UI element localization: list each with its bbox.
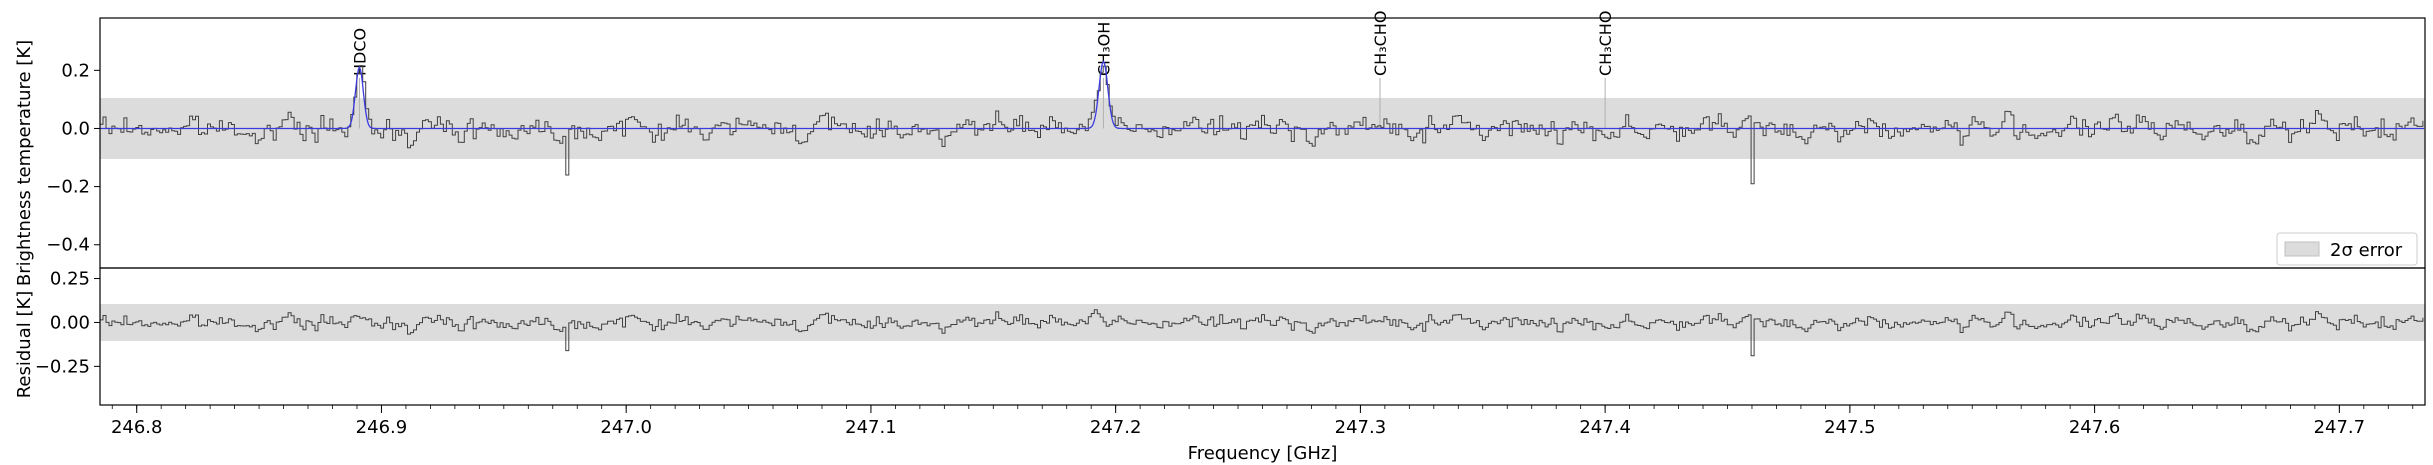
- residual-panel: 0.25 0.00 −0.25 246.8 246.9 247.0 247.1 247.2 24…: [35, 267, 2426, 438]
- spectrum-y-axis-label: Brightness temperature [K]: [14, 40, 35, 286]
- line-label-0: HDCO: [350, 28, 369, 76]
- xtick-label-6: 247.4: [1579, 417, 1631, 438]
- legend-swatch: [2284, 241, 2320, 257]
- line-label-2: CH₃CHO: [1371, 11, 1390, 76]
- residual-y-axis-label: Residual [K]: [14, 291, 35, 399]
- xtick-label-8: 247.6: [2069, 417, 2121, 438]
- xtick-label-3: 247.1: [845, 417, 897, 438]
- spectrum-ytick-label-0: 0.2: [61, 60, 90, 81]
- spectrum-ytick-label-3: −0.4: [46, 235, 90, 256]
- observed-spectrum-line: [100, 65, 2424, 185]
- legend: 2σ error: [2276, 232, 2418, 266]
- spectrum-ytick-label-2: −0.2: [46, 177, 90, 198]
- line-label-1: CH₃OH: [1094, 22, 1113, 76]
- residual-ytick-label-2: −0.25: [35, 356, 90, 377]
- xtick-label-4: 247.2: [1090, 417, 1142, 438]
- residual-ytick-label-0: 0.25: [50, 269, 90, 290]
- model-line: [100, 60, 2424, 130]
- legend-label: 2σ error: [2330, 240, 2403, 261]
- residual-line: [100, 309, 2424, 357]
- line-label-3: CH₃CHO: [1596, 11, 1615, 76]
- xtick-label-1: 246.9: [356, 417, 408, 438]
- spectrum-panel: HDCO CH₃OH CH₃CHO CH₃CHO 0.2 0.0 −0.2 −0.4: [46, 11, 2426, 269]
- xtick-label-7: 247.5: [1824, 417, 1876, 438]
- frequency-x-axis-label: Frequency [GHz]: [1188, 443, 1338, 464]
- xtick-label-9: 247.7: [2314, 417, 2366, 438]
- residual-ytick-label-1: 0.00: [50, 312, 90, 333]
- legend-frame: [2276, 232, 2418, 266]
- xtick-label-5: 247.3: [1335, 417, 1387, 438]
- spectrum-ytick-label-1: 0.0: [61, 118, 90, 139]
- xtick-label-0: 246.8: [111, 417, 163, 438]
- xtick-label-2: 247.0: [600, 417, 652, 438]
